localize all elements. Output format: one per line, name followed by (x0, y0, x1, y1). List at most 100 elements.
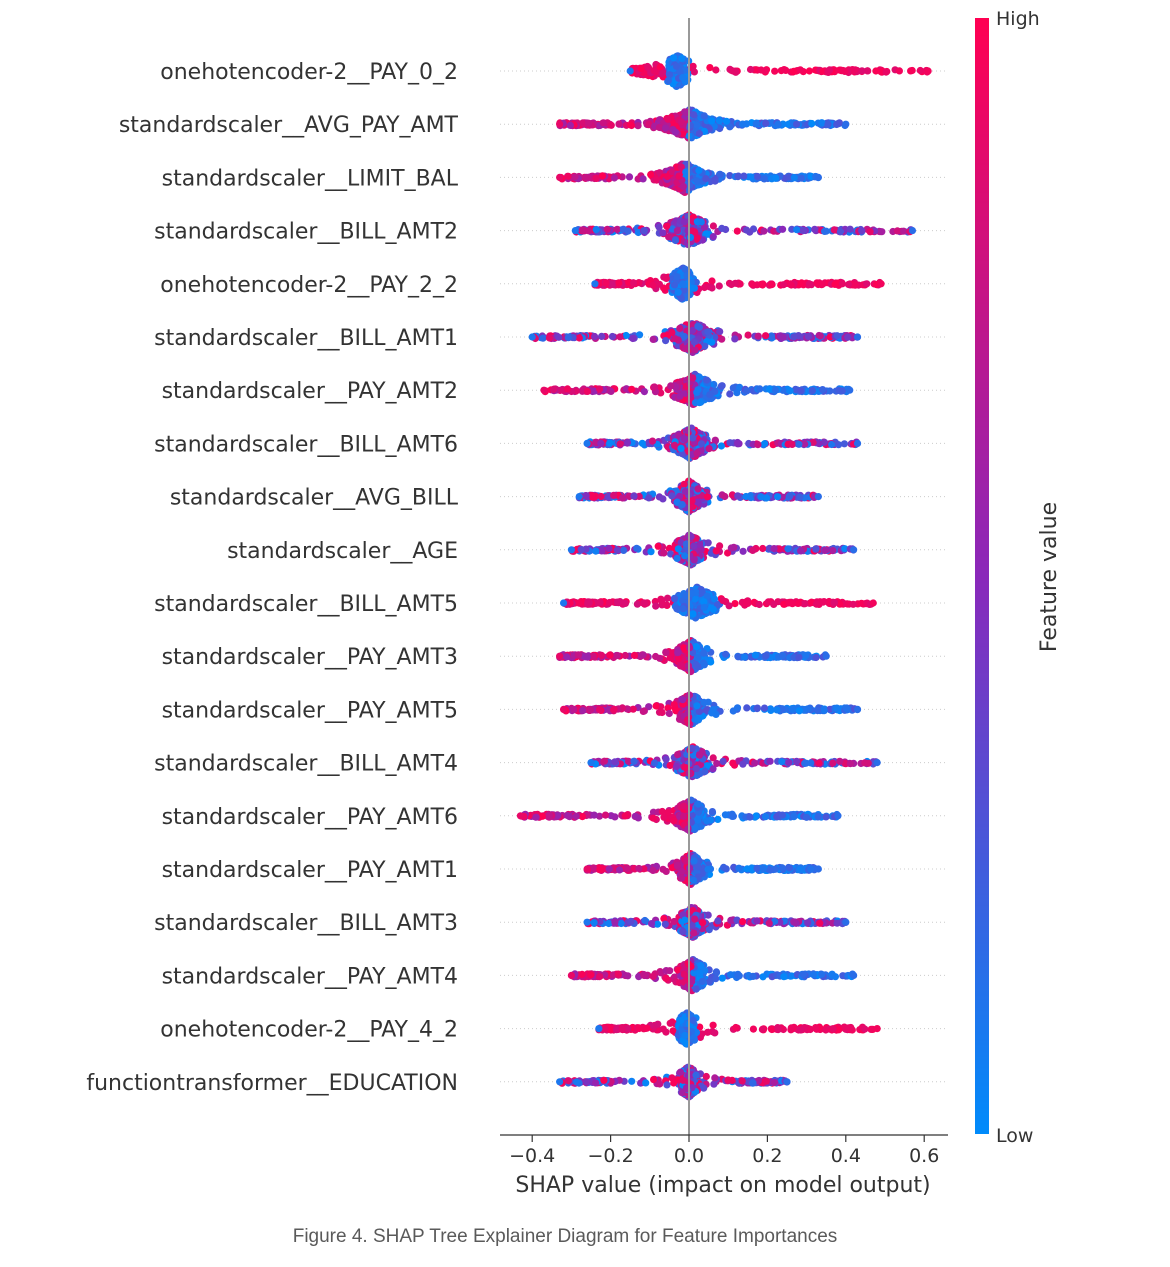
shap-point (563, 385, 572, 393)
shap-point (539, 334, 547, 342)
shap-point (613, 225, 621, 233)
feature-swarm (583, 424, 862, 462)
shap-point (550, 386, 558, 394)
shap-point (756, 385, 764, 393)
shap-point (582, 492, 590, 500)
shap-point (739, 120, 747, 128)
shap-point (727, 280, 736, 289)
shap-point (592, 547, 600, 555)
shap-point (605, 598, 614, 607)
shap-point (615, 120, 623, 128)
feature-swarm (528, 320, 862, 356)
shap-point (671, 335, 679, 343)
shap-point (882, 68, 890, 76)
shap-point (729, 67, 737, 75)
shap-point (599, 119, 607, 127)
shap-point (675, 172, 683, 180)
shap-point (694, 386, 702, 394)
shap-point (681, 265, 689, 273)
shap-point (654, 542, 662, 550)
shap-point (618, 494, 627, 502)
feature-swarm (567, 531, 858, 569)
shap-point (754, 332, 762, 340)
shap-point (639, 175, 647, 183)
shap-point (717, 382, 725, 390)
shap-point (598, 332, 606, 340)
shap-point (742, 492, 750, 501)
shap-point (695, 373, 703, 381)
shap-point (605, 544, 613, 553)
shap-point (606, 651, 614, 659)
shap-point (596, 385, 604, 393)
shap-point-min (556, 120, 564, 128)
shap-point (679, 182, 687, 190)
shap-point (748, 280, 756, 288)
shap-point (623, 438, 632, 447)
shap-point (679, 605, 687, 613)
shap-point (708, 117, 716, 125)
shap-point (677, 294, 685, 302)
shap-point-min (626, 67, 634, 75)
shap-point (624, 227, 632, 235)
shap-point (829, 547, 837, 555)
shap-point (844, 280, 853, 289)
shap-point (575, 334, 583, 342)
shap-point (665, 71, 674, 79)
shap-point (821, 227, 829, 235)
shap-point (693, 121, 701, 129)
shap-point (818, 119, 826, 127)
shap-point (878, 228, 886, 236)
shap-point (656, 63, 664, 71)
shap-point (757, 493, 765, 501)
shap-point-max (908, 227, 917, 235)
shap-point (592, 225, 600, 234)
shap-point (743, 387, 751, 395)
shap-point (762, 332, 770, 340)
shap-point (716, 328, 724, 336)
shap-point (851, 281, 859, 289)
shap-point (697, 440, 706, 448)
shap-point (584, 600, 592, 608)
shap-point (640, 227, 648, 235)
shap-point (718, 335, 726, 343)
shap-point (839, 66, 847, 75)
shap-point (722, 117, 731, 125)
shap-point (819, 386, 827, 394)
shap-point (662, 274, 670, 282)
shap-point (790, 67, 798, 75)
shap-point (667, 382, 675, 390)
shap-point (718, 224, 726, 232)
shap-point-max (877, 280, 885, 288)
shap-point (708, 284, 716, 292)
shap-point (671, 236, 680, 245)
shap-point (592, 174, 600, 182)
shap-point (671, 128, 680, 136)
shap-point (747, 173, 755, 181)
shap-point-max (853, 333, 862, 341)
shap-point (585, 227, 593, 235)
shap-point (663, 222, 671, 230)
shap-point (826, 66, 834, 74)
shap-point (695, 130, 704, 138)
shap-point (828, 440, 836, 449)
feature-swarm (571, 211, 917, 249)
shap-point (664, 77, 673, 85)
shap-point (661, 124, 670, 132)
shap-point (824, 120, 832, 128)
shap-point (734, 440, 742, 448)
shap-point (689, 374, 697, 382)
shap-point (686, 121, 694, 129)
shap-point (799, 227, 808, 235)
shap-point (784, 545, 792, 553)
shap-point (649, 281, 657, 289)
shap-point (613, 546, 621, 554)
shap-point (731, 335, 739, 343)
shap-point (762, 119, 770, 127)
shap-point (895, 67, 904, 75)
shap-point (700, 112, 708, 120)
shap-point (851, 66, 859, 74)
shap-point (597, 439, 605, 447)
shap-point (648, 437, 657, 445)
shap-point-min (559, 599, 568, 607)
shap-point-min (575, 493, 583, 501)
